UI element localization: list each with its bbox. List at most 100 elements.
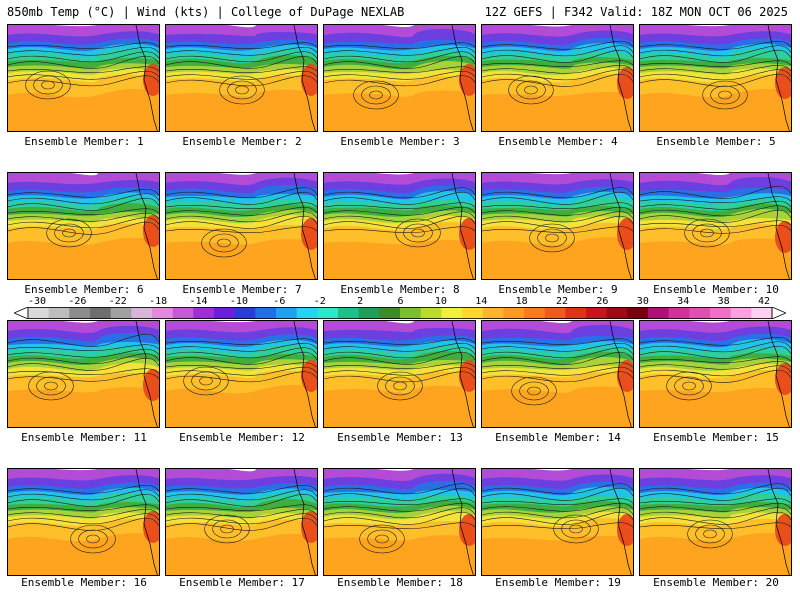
coastline: [135, 25, 158, 131]
wind-streamline: [166, 338, 317, 346]
colorbar-tick-label: 10: [434, 296, 447, 307]
wind-streamline: [8, 368, 159, 376]
wind-circulation: [411, 228, 425, 238]
wind-circulation: [204, 514, 250, 544]
temperature-band: [324, 385, 475, 427]
wind-circulation: [377, 371, 423, 401]
wind-streamline: [166, 191, 317, 205]
temperature-band: [640, 533, 791, 575]
ensemble-map-image: [166, 321, 317, 427]
wind-streamline: [640, 345, 791, 359]
ensemble-map-image: [8, 173, 159, 279]
wind-streamline: [324, 66, 475, 74]
coastline: [767, 321, 790, 427]
colorbar-swatch: [524, 307, 545, 319]
ensemble-map-panel: [639, 320, 792, 428]
wind-circulation: [718, 90, 732, 100]
wind-streamline: [640, 360, 791, 370]
wind-streamline: [166, 342, 317, 352]
ensemble-member-label: Ensemble Member: 13: [337, 431, 463, 444]
ensemble-map-panel: [7, 24, 160, 132]
wind-streamline: [166, 46, 317, 56]
wind-circulation: [361, 85, 391, 105]
wind-streamline: [640, 522, 791, 530]
wind-streamline: [482, 60, 633, 68]
colorbar-outline: [27, 307, 773, 319]
colorbar-tick-label: -10: [229, 296, 248, 307]
wind-streamline: [482, 347, 633, 359]
temperature-band: [640, 238, 791, 279]
wind-streamline: [8, 66, 159, 74]
wind-streamline: [324, 202, 475, 210]
ensemble-map-image: [8, 321, 159, 427]
wind-streamline: [640, 185, 791, 199]
wind-streamline: [324, 191, 475, 205]
coastline: [293, 25, 316, 131]
wind-streamline: [482, 206, 633, 216]
header-title-right: 12Z GEFS | F342 Valid: 18Z MON OCT 06 20…: [484, 5, 788, 19]
wind-streamline: [482, 338, 633, 346]
temperature-band: [166, 239, 317, 279]
warm-anomaly: [301, 64, 317, 96]
wind-streamline: [8, 188, 159, 198]
ensemble-member-label: Ensemble Member: 15: [653, 431, 779, 444]
temperature-band: [482, 92, 633, 131]
wind-streamline: [324, 206, 475, 216]
wind-streamline: [482, 351, 633, 365]
wind-streamline: [324, 487, 475, 501]
colorbar-tick-label: 6: [397, 296, 404, 307]
wind-streamline: [324, 511, 475, 525]
colorbar-swatch: [90, 307, 111, 319]
wind-streamline: [8, 208, 159, 216]
wind-circulation: [508, 75, 554, 105]
coastline: [767, 173, 790, 279]
wind-streamline: [8, 221, 159, 235]
wind-circulation: [684, 218, 730, 248]
ensemble-map-panel: [7, 172, 160, 280]
warm-anomaly: [459, 218, 475, 250]
wind-streamline: [166, 66, 317, 74]
wind-streamline: [640, 224, 791, 234]
wind-circulation: [375, 534, 389, 544]
wind-streamline: [324, 502, 475, 512]
warm-anomaly: [775, 221, 791, 253]
wind-circulation: [674, 376, 704, 396]
ensemble-map-image: [482, 173, 633, 279]
colorbar-swatch: [317, 307, 339, 319]
colorbar-tick-label: 18: [515, 296, 528, 307]
wind-circulation: [219, 75, 265, 105]
warm-anomaly: [143, 369, 159, 401]
wind-streamline: [166, 211, 317, 223]
wind-circulation: [524, 85, 538, 95]
colorbar-swatch: [420, 307, 442, 319]
ensemble-map-panel: [481, 468, 634, 576]
warm-anomaly: [301, 218, 317, 250]
wind-streamline: [640, 209, 791, 223]
wind-streamline: [8, 193, 159, 205]
wind-streamline: [640, 341, 791, 353]
coastline: [135, 321, 158, 427]
wind-streamline: [640, 64, 791, 74]
wind-streamline: [324, 522, 475, 530]
wind-circulation: [545, 233, 559, 243]
temperature-band: [8, 387, 159, 427]
ensemble-map-panel: [639, 468, 792, 576]
colorbar-min-arrow: [14, 307, 29, 319]
wind-streamline: [482, 45, 633, 57]
wind-streamline: [640, 45, 791, 57]
ensemble-map-panel: [323, 172, 476, 280]
warm-anomaly: [459, 514, 475, 546]
header-title-left: 850mb Temp (°C) | Wind (kts) | College o…: [7, 5, 405, 19]
ensemble-map-image: [640, 321, 791, 427]
wind-streamline: [640, 73, 791, 87]
wind-streamline: [324, 75, 475, 87]
ensemble-member-label: Ensemble Member: 11: [21, 431, 147, 444]
wind-circulation: [353, 80, 399, 110]
wind-streamline: [166, 55, 317, 69]
colorbar-swatch: [234, 307, 256, 319]
wind-streamline: [482, 211, 633, 223]
wind-circulation: [227, 80, 257, 100]
colorbar-swatch: [689, 307, 711, 319]
wind-streamline: [640, 487, 791, 501]
wind-circulation: [44, 381, 58, 391]
